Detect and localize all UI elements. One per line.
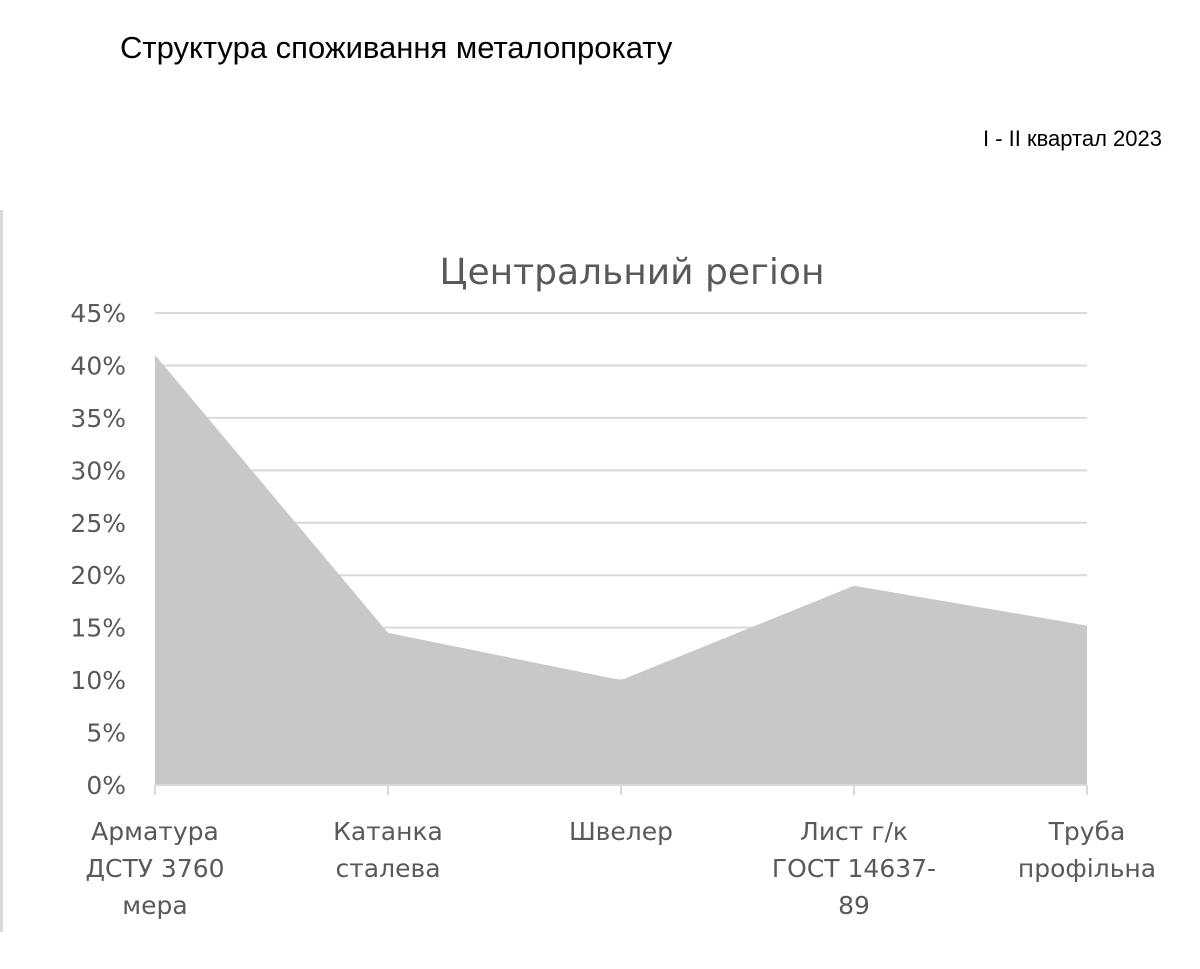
x-axis — [154, 784, 1088, 795]
y-tick-label: 10% — [70, 666, 126, 695]
chart-left-border — [0, 210, 3, 932]
x-category-label: Труба профільна — [1018, 817, 1156, 883]
x-category-label-line: ГОСТ 14637- — [772, 854, 936, 883]
x-category-label: Арматура ДСТУ 3760 мера — [85, 817, 224, 920]
x-category-label-line: профільна — [1018, 854, 1156, 883]
y-tick-label: 0% — [86, 771, 126, 800]
x-category-label-line: 89 — [838, 891, 870, 920]
x-axis-category-labels: Арматура ДСТУ 3760 мера Катанка сталева Швеле… — [85, 817, 1156, 920]
x-category-label-line: Лист г/к — [800, 817, 908, 846]
y-tick-label: 40% — [70, 351, 126, 380]
y-tick-label: 25% — [70, 509, 126, 538]
x-category-label-line: Швелер — [569, 817, 673, 846]
y-tick-label: 20% — [70, 561, 126, 590]
x-category-label: Швелер — [569, 817, 673, 846]
y-tick-label: 30% — [70, 456, 126, 485]
x-category-label-line: мера — [122, 891, 187, 920]
x-category-label-line: ДСТУ 3760 — [85, 854, 224, 883]
y-axis-tick-labels: 0% 5% 10% 15% 20% 25% 30% 35% 40% 45% — [70, 299, 126, 800]
period-label: I - II квартал 2023 — [982, 126, 1162, 151]
y-tick-label: 15% — [70, 614, 126, 643]
x-category-label: Катанка сталева — [333, 817, 443, 883]
chart-title: Центральний регіон — [440, 252, 825, 293]
page-title: Структура споживання металопрокату — [120, 30, 673, 65]
area-series — [154, 354, 1088, 785]
x-category-label-line: Катанка — [333, 817, 443, 846]
y-tick-label: 5% — [86, 719, 126, 748]
y-tick-label: 45% — [70, 299, 126, 328]
x-category-label-line: сталева — [335, 854, 440, 883]
x-category-label: Лист г/к ГОСТ 14637- 89 — [772, 817, 936, 920]
area-fill — [155, 354, 1087, 785]
y-tick-label: 35% — [70, 404, 126, 433]
x-category-label-line: Труба — [1048, 817, 1126, 846]
x-category-label-line: Арматура — [91, 817, 219, 846]
